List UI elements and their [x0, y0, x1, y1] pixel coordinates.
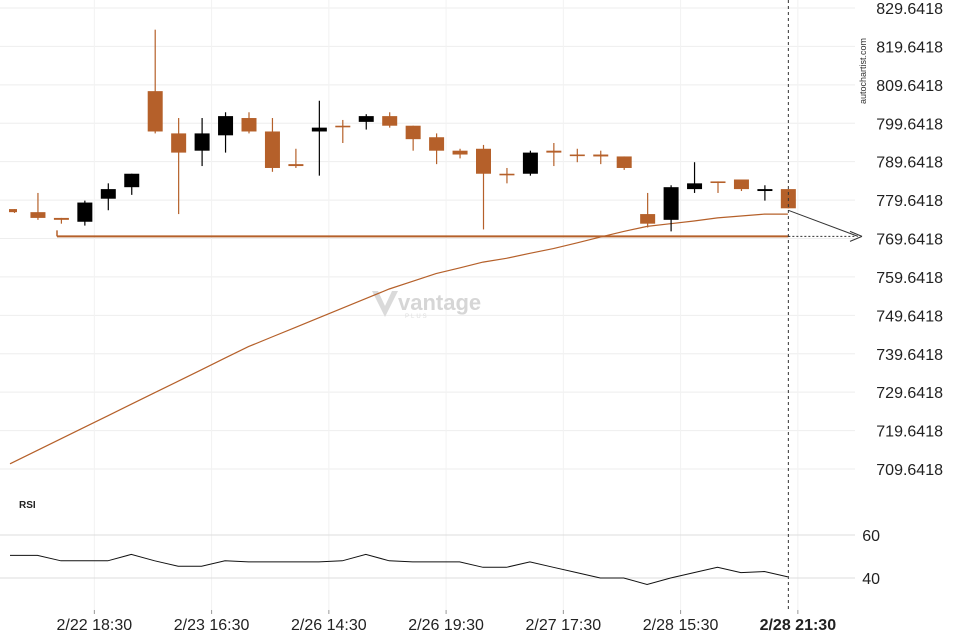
moving-average-layer [9, 213, 788, 465]
moving-average-line [9, 213, 788, 465]
candle-body [218, 116, 234, 136]
candle-body [100, 189, 116, 199]
price-tick-label: 759.6418 [876, 270, 943, 287]
watermark: vantage PLUS autochartist.com [372, 38, 868, 320]
candle-body [335, 125, 351, 128]
time-tick-label: 2/26 19:30 [408, 617, 484, 634]
candle-body [499, 173, 515, 176]
rsi-line [10, 553, 789, 586]
price-tick-label: 769.6418 [876, 232, 943, 249]
price-tick-label: 829.6418 [876, 1, 943, 18]
time-tick-label: 2/23 16:30 [174, 617, 250, 634]
candle-body [30, 212, 46, 218]
candle-body [710, 181, 726, 184]
rsi-layer [10, 553, 789, 586]
price-tick-label: 809.6418 [876, 78, 943, 95]
price-tick-label: 819.6418 [876, 39, 943, 56]
candle-body [288, 164, 304, 167]
axis-layer: 829.6418 819.6418 809.6418 799.6418 789.6418… [57, 0, 943, 634]
grid-layer [0, 0, 855, 610]
candle-body [476, 148, 491, 174]
time-tick-label: 2/27 17:30 [526, 617, 602, 634]
candle-body [640, 214, 656, 224]
price-tick-label: 709.6418 [876, 462, 943, 479]
candle-body [9, 209, 17, 213]
candle-body [405, 125, 421, 140]
support-layer [56, 209, 863, 242]
rsi-label: RSI [19, 500, 36, 511]
candle-body [569, 154, 585, 157]
price-tick-label: 779.6418 [876, 193, 943, 210]
candle-body [429, 137, 445, 151]
candle-body [382, 116, 398, 126]
candle-body [53, 217, 69, 220]
vantage-logo-icon [372, 291, 398, 317]
candle-body [616, 156, 632, 168]
time-tick-label: 2/28 21:30 [760, 617, 837, 634]
price-tick-label: 729.6418 [876, 385, 943, 402]
rsi-tick-label: 60 [862, 528, 880, 545]
candle-layer [9, 29, 796, 232]
forecast-arrow-line [788, 209, 859, 237]
price-tick-label: 749.6418 [876, 308, 943, 325]
time-tick-label: 2/26 14:30 [291, 617, 367, 634]
candle-body [687, 183, 703, 190]
candle-body [663, 187, 679, 220]
price-tick-label: 739.6418 [876, 347, 943, 364]
price-tick-label: 719.6418 [876, 424, 943, 441]
candle-body [757, 189, 773, 192]
price-tick-label: 799.6418 [876, 116, 943, 133]
watermark-side-text: autochartist.com [858, 38, 868, 104]
candle-body [358, 116, 374, 122]
candle-body [452, 150, 468, 155]
candle-body [311, 127, 327, 132]
candle-body [241, 118, 257, 132]
candle-body [147, 91, 163, 132]
candle-body [733, 179, 749, 190]
watermark-logo-text: vantage [398, 290, 481, 315]
candle-body [77, 202, 93, 222]
candle-body [546, 150, 562, 153]
watermark-logo-subtext: PLUS [405, 314, 429, 320]
time-tick-label: 2/28 15:30 [643, 617, 719, 634]
price-tick-label: 789.6418 [876, 155, 943, 172]
candle-body [194, 133, 210, 151]
candle-body [593, 154, 609, 157]
time-tick-label: 2/22 18:30 [57, 617, 133, 634]
candle-body [124, 173, 140, 188]
candle-body [171, 133, 187, 153]
candle-body [522, 152, 538, 174]
rsi-tick-label: 40 [862, 571, 880, 588]
forecast-arrowhead-icon [849, 230, 863, 242]
candle-body [264, 131, 280, 168]
